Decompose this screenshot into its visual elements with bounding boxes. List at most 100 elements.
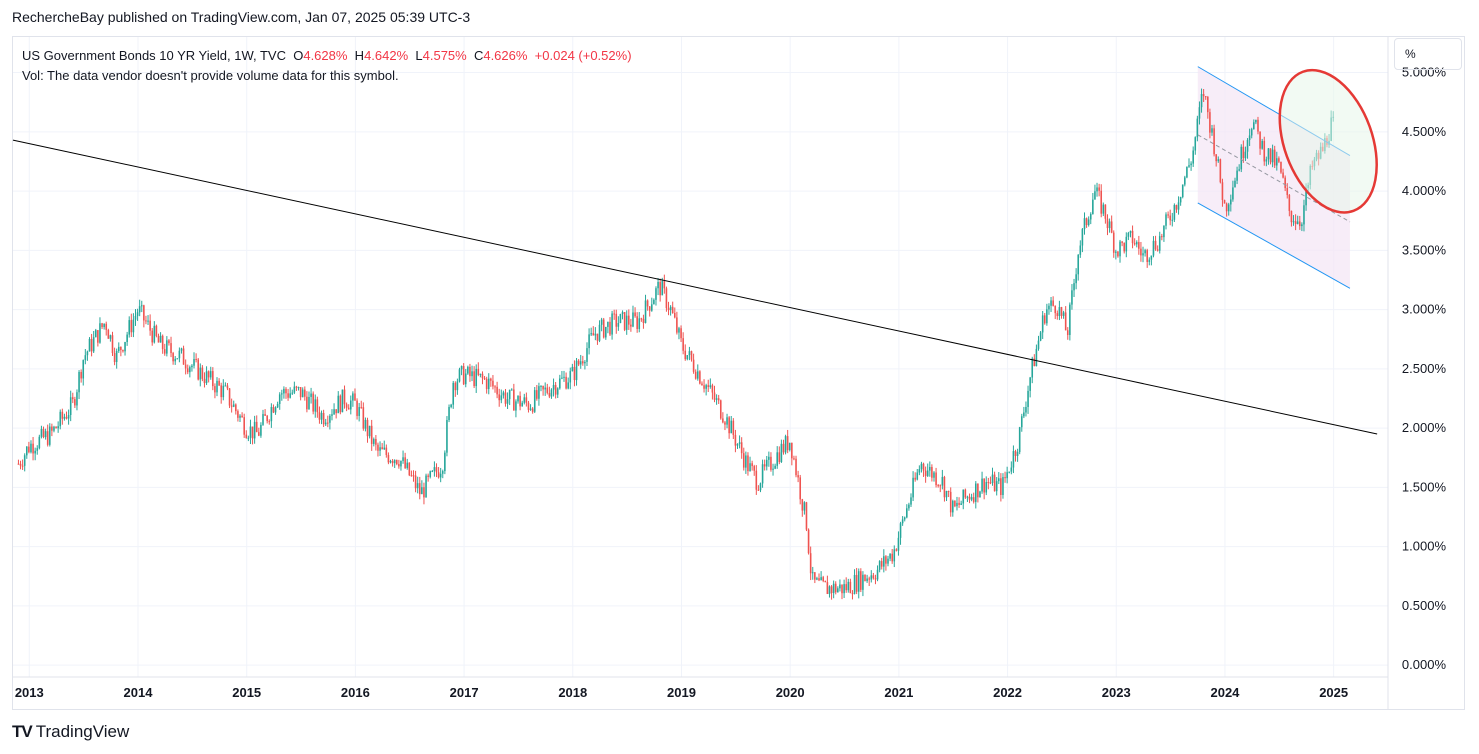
- candle-body: [207, 371, 210, 378]
- candle-body: [531, 408, 534, 412]
- candle-body: [1100, 190, 1103, 214]
- x-axis: 2013 2014 2015 2016 2017 2018 2019 2020 2021 2022…: [13, 676, 1388, 700]
- candle-body: [1263, 140, 1266, 162]
- channel-midline: [1197, 134, 1351, 223]
- candle-body: [711, 385, 714, 393]
- candle-body: [791, 442, 793, 459]
- candle-body: [59, 411, 62, 427]
- candle-body: [1012, 451, 1015, 468]
- unit-toggle-button[interactable]: %: [1394, 38, 1462, 70]
- candle-body: [1186, 166, 1188, 178]
- candle-body: [673, 312, 676, 318]
- candle-body: [987, 482, 990, 484]
- candle-body: [786, 436, 789, 451]
- candle-body: [542, 385, 544, 390]
- candle-body: [715, 398, 718, 400]
- candle-body: [1271, 149, 1274, 163]
- candle-body: [536, 390, 538, 399]
- candle-body: [23, 455, 26, 466]
- candle-body: [84, 355, 87, 361]
- legend-o-value: 4.628%: [303, 48, 348, 63]
- x-tick-label: 2016: [341, 685, 370, 700]
- candle-body: [504, 392, 507, 404]
- candle-body: [136, 312, 139, 316]
- candle-body: [724, 422, 726, 425]
- candle-body: [74, 399, 76, 406]
- candle-body: [910, 497, 912, 505]
- candle-body: [138, 306, 141, 313]
- candle-body: [324, 422, 327, 425]
- candle-body: [32, 443, 34, 454]
- candle-body: [483, 378, 486, 380]
- candle-body: [262, 414, 264, 425]
- candle-body: [619, 313, 622, 323]
- candle-body: [521, 402, 523, 407]
- candle-body: [728, 417, 730, 434]
- candle-body: [776, 452, 779, 466]
- candle-body: [1117, 251, 1119, 257]
- candle-body: [1004, 477, 1006, 479]
- candle-body: [646, 300, 649, 307]
- candle-body: [222, 385, 225, 398]
- candle-body: [117, 346, 120, 351]
- candle-body: [680, 328, 682, 339]
- candle-body: [425, 475, 427, 498]
- candle-body: [1169, 215, 1171, 221]
- candle-body: [690, 351, 693, 360]
- candle-body: [719, 400, 722, 419]
- candle-body: [1087, 219, 1090, 226]
- brand-name: TradingView: [35, 722, 130, 741]
- candle-body: [1161, 236, 1163, 238]
- candle-body: [44, 431, 47, 438]
- candle-body: [270, 407, 273, 422]
- candle-body: [490, 378, 492, 381]
- candle-body: [372, 438, 375, 444]
- candle-body: [1154, 240, 1157, 250]
- candle-body: [274, 407, 277, 413]
- candle-body: [25, 446, 28, 456]
- candle-body: [1081, 229, 1084, 246]
- candle-body: [1158, 236, 1161, 251]
- candle-body: [688, 351, 691, 356]
- candle-body: [644, 300, 647, 323]
- candle-body: [308, 396, 310, 410]
- candle-body: [669, 306, 672, 311]
- candle-body: [1094, 191, 1096, 200]
- y-tick-label: 3.000%: [1402, 302, 1447, 317]
- candle-body: [707, 385, 710, 387]
- candle-body: [291, 392, 294, 394]
- candle-body: [667, 308, 670, 311]
- candle-body: [638, 318, 641, 329]
- candle-body: [809, 553, 812, 574]
- candle-body: [753, 466, 756, 471]
- candle-body: [21, 465, 24, 467]
- candle-body: [506, 399, 509, 404]
- candle-body: [577, 360, 580, 365]
- candle-body: [272, 407, 275, 413]
- candle-body: [230, 405, 233, 407]
- legend-change: +0.024 (+0.52%): [534, 48, 632, 63]
- candle-body: [860, 571, 862, 590]
- candle-body: [448, 406, 450, 421]
- candle-body: [738, 442, 741, 444]
- candle-body: [519, 395, 521, 407]
- candle-body: [1261, 140, 1263, 149]
- candle-body: [1000, 478, 1002, 496]
- candle-body: [600, 319, 603, 325]
- candle-body: [1039, 332, 1042, 341]
- candle-body: [974, 483, 977, 502]
- candle-body: [749, 463, 751, 472]
- candle-body: [529, 408, 532, 410]
- candle-body: [1066, 330, 1069, 335]
- candle-body: [293, 386, 296, 393]
- candle-body: [1052, 300, 1054, 306]
- y-tick-label: 4.000%: [1402, 183, 1447, 198]
- candle-body: [383, 447, 386, 450]
- candle-body: [1213, 128, 1215, 155]
- candle-body: [90, 338, 93, 352]
- candle-body: [433, 467, 436, 471]
- candle-body: [941, 476, 944, 486]
- candle-body: [991, 474, 994, 483]
- brand[interactable]: TV TradingView: [12, 722, 129, 742]
